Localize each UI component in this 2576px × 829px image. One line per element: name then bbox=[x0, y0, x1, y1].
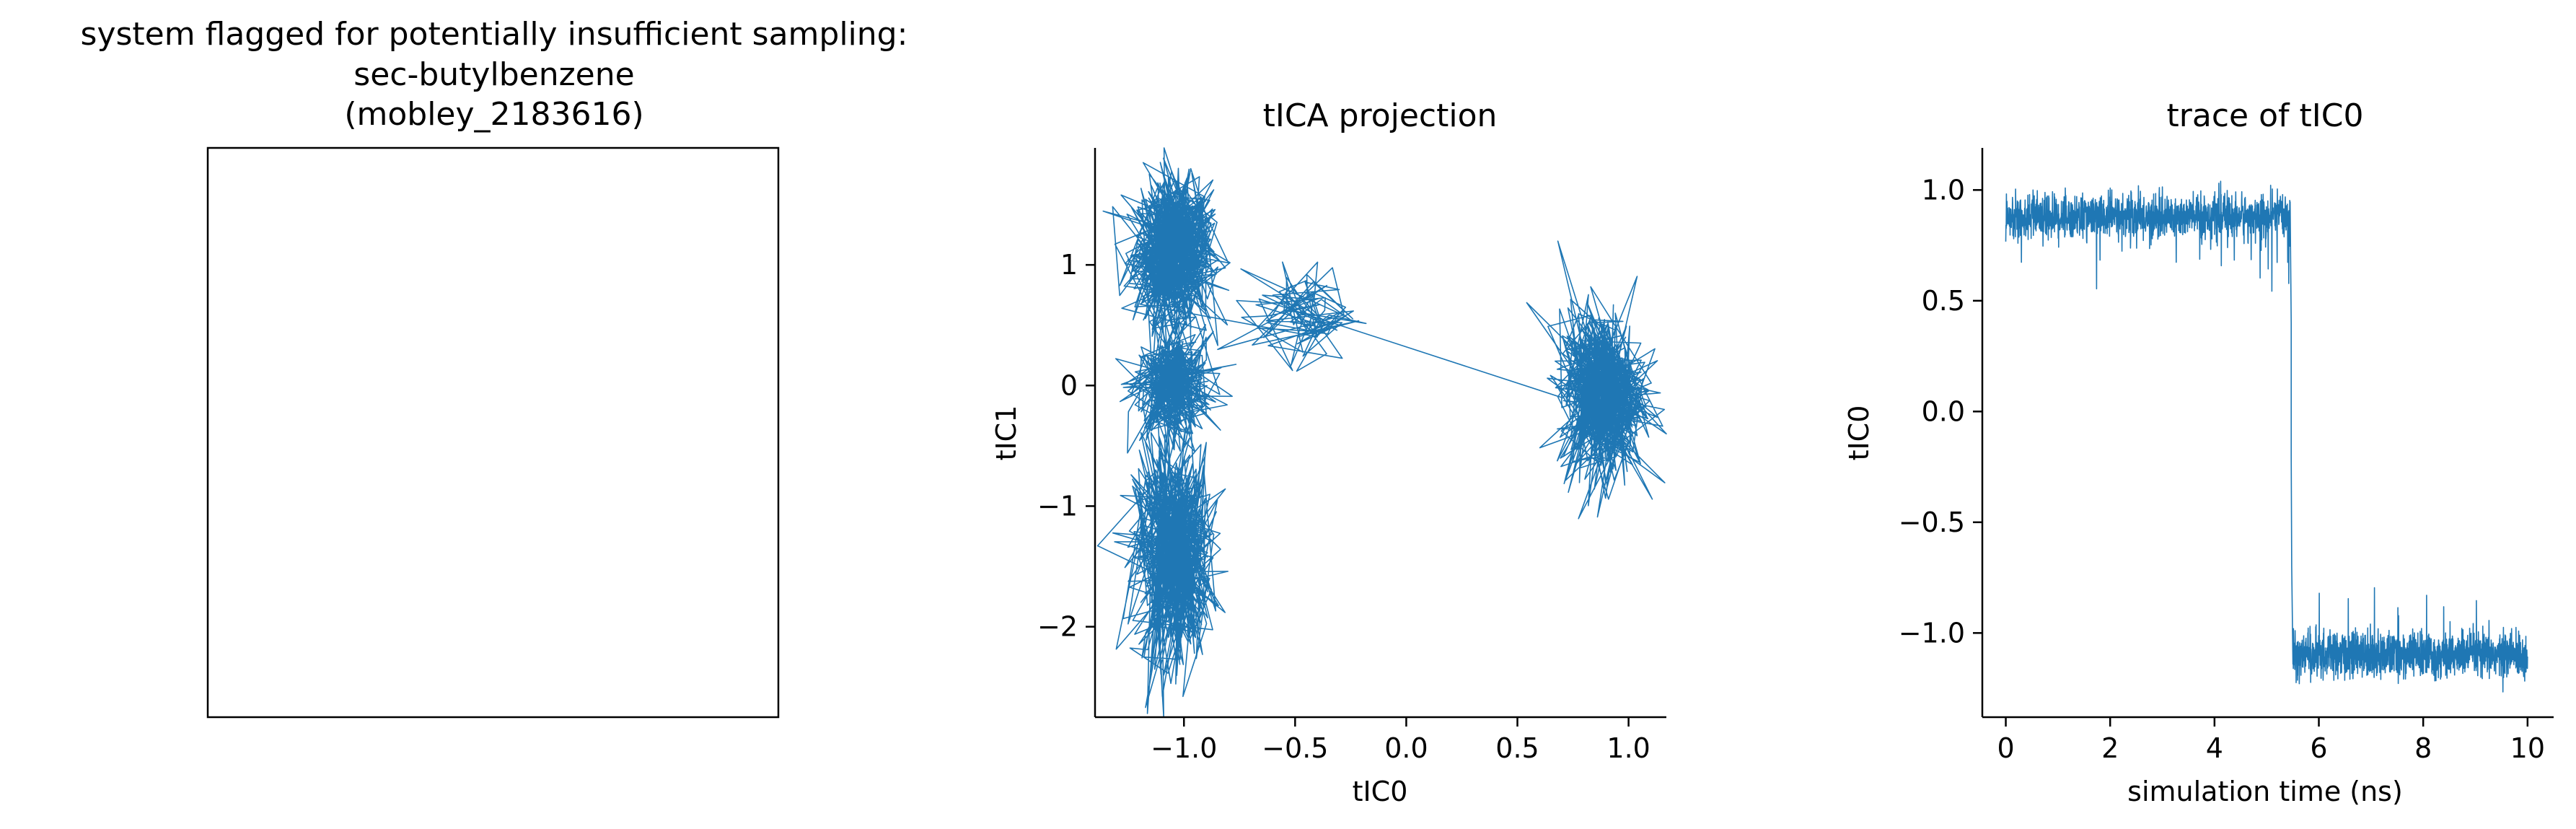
trace-y-tick-label: −1.0 bbox=[1899, 617, 1965, 649]
tica-y-ticks: −2 −1 0 1 bbox=[1037, 249, 1095, 643]
tica-x-tick-label: 1.0 bbox=[1606, 732, 1650, 764]
tic0-trace-panel: trace of tIC0 0 2 4 6 8 10 −1.0−0.50.00.51.0 … bbox=[1843, 97, 2554, 807]
trace-x-tick-label: 10 bbox=[2510, 732, 2545, 764]
trace-y-tick-label: 0.5 bbox=[1922, 285, 1965, 317]
tica-title: tICA projection bbox=[1263, 97, 1498, 134]
structure-title-line-2: sec-butylbenzene bbox=[353, 56, 634, 93]
trace-y-ticks: −1.0 −0.5 0.0 0.5 1.0 bbox=[1899, 174, 1982, 649]
trace-series bbox=[2005, 180, 2528, 693]
trace-y-tick-label: 0.0 bbox=[1922, 395, 1965, 427]
trace-x-tick-label: 8 bbox=[2414, 732, 2432, 764]
tica-y-tick-label: −2 bbox=[1037, 611, 1078, 643]
trace-y-axis-label: tIC0 bbox=[1843, 405, 1875, 461]
trace-x-tick-label: 0 bbox=[1997, 732, 2014, 764]
trace-x-tick-label: 4 bbox=[2206, 732, 2223, 764]
trace-title: trace of tIC0 bbox=[2167, 97, 2364, 134]
structure-title-line-1: system flagged for potentially insuffici… bbox=[81, 16, 908, 53]
trace-y-tick-label: −0.5 bbox=[1899, 506, 1965, 538]
tica-projection-panel: tICA projection −1.0 −0.5 0.0 0.5 1.0 −2 −1 0 1… bbox=[990, 97, 1667, 807]
tica-trajectory-line bbox=[1096, 147, 1667, 718]
trace-y-tick-label: 1.0 bbox=[1922, 174, 1965, 206]
tica-trajectory-series bbox=[1096, 147, 1667, 718]
tica-x-ticks: −1.0 −0.5 0.0 0.5 1.0 bbox=[1151, 717, 1650, 764]
trace-x-tick-label: 6 bbox=[2310, 732, 2327, 764]
trace-line bbox=[2005, 180, 2528, 693]
tica-x-tick-label: −0.5 bbox=[1262, 732, 1328, 764]
trace-x-ticks: 0 2 4 6 8 10 bbox=[1997, 717, 2545, 764]
tica-y-tick-label: 1 bbox=[1060, 249, 1078, 281]
tica-x-tick-label: 0.5 bbox=[1495, 732, 1539, 764]
tica-y-tick-label: 0 bbox=[1060, 369, 1078, 401]
tica-x-axis-label: tIC0 bbox=[1353, 776, 1408, 807]
structure-image-frame bbox=[206, 146, 780, 719]
structure-panel: system flagged for potentially insuffici… bbox=[81, 16, 908, 719]
tica-x-tick-label: −1.0 bbox=[1151, 732, 1217, 764]
structure-title-line-3: (mobley_2183616) bbox=[344, 96, 643, 133]
tica-x-tick-label: 0.0 bbox=[1384, 732, 1428, 764]
trace-x-axis-label: simulation time (ns) bbox=[2127, 776, 2403, 807]
tica-y-tick-label: −1 bbox=[1037, 490, 1078, 522]
trace-x-tick-label: 2 bbox=[2101, 732, 2119, 764]
tica-y-axis-label: tIC1 bbox=[990, 405, 1022, 461]
